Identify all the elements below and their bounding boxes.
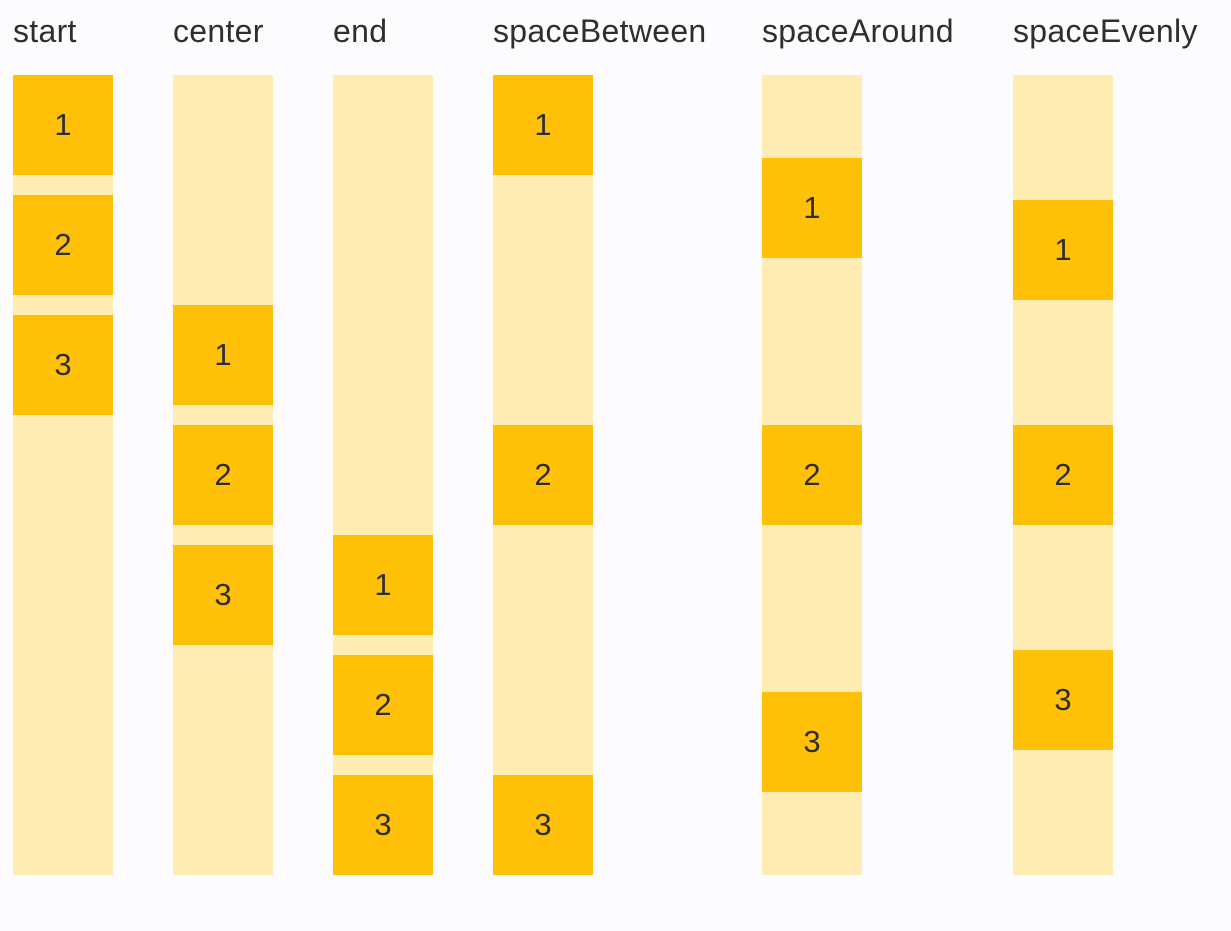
alignment-demo-row: start 1 2 3 center 1 2 3 end 1 2 3 spaceBetween 1 2 3 sp… <box>13 8 1231 875</box>
flex-item-box: 1 <box>13 75 113 175</box>
flex-track-spaceEvenly: 1 2 3 <box>1013 75 1113 875</box>
flex-item-box: 1 <box>762 158 862 259</box>
flex-item-box: 3 <box>173 545 273 645</box>
flex-item-box: 3 <box>1013 650 1113 750</box>
flex-item-box: 3 <box>762 691 862 792</box>
flex-track-spaceBetween: 1 2 3 <box>493 75 593 875</box>
column-label: spaceBetween <box>493 13 707 49</box>
flex-item-box: 3 <box>493 775 593 875</box>
flex-item-box: 3 <box>13 315 113 415</box>
flex-item-box: 2 <box>13 195 113 295</box>
column-label: spaceEvenly <box>1013 13 1198 49</box>
column-label: end <box>333 13 388 49</box>
alignment-column-spaceEvenly: spaceEvenly 1 2 3 <box>1013 8 1197 875</box>
flex-item-box: 1 <box>333 535 433 635</box>
column-label: center <box>173 13 264 49</box>
flex-track-spaceAround: 1 2 3 <box>762 75 862 875</box>
alignment-column-end: end 1 2 3 <box>333 8 433 875</box>
alignment-column-spaceBetween: spaceBetween 1 2 3 <box>493 8 706 875</box>
flex-item-box: 2 <box>762 424 862 525</box>
flex-item-box: 2 <box>173 425 273 525</box>
column-label: spaceAround <box>762 13 954 49</box>
alignment-column-start: start 1 2 3 <box>13 8 113 875</box>
flex-item-box: 2 <box>493 425 593 525</box>
flex-track-center: 1 2 3 <box>173 75 273 875</box>
flex-item-box: 2 <box>333 655 433 755</box>
flex-item-box: 1 <box>173 305 273 405</box>
flex-item-box: 3 <box>333 775 433 875</box>
flex-track-start: 1 2 3 <box>13 75 113 875</box>
column-label: start <box>13 13 77 49</box>
flex-item-box: 1 <box>493 75 593 175</box>
alignment-column-spaceAround: spaceAround 1 2 3 <box>762 8 954 875</box>
flex-item-box: 1 <box>1013 200 1113 300</box>
alignment-column-center: center 1 2 3 <box>173 8 273 875</box>
flex-item-box: 2 <box>1013 425 1113 525</box>
flex-track-end: 1 2 3 <box>333 75 433 875</box>
